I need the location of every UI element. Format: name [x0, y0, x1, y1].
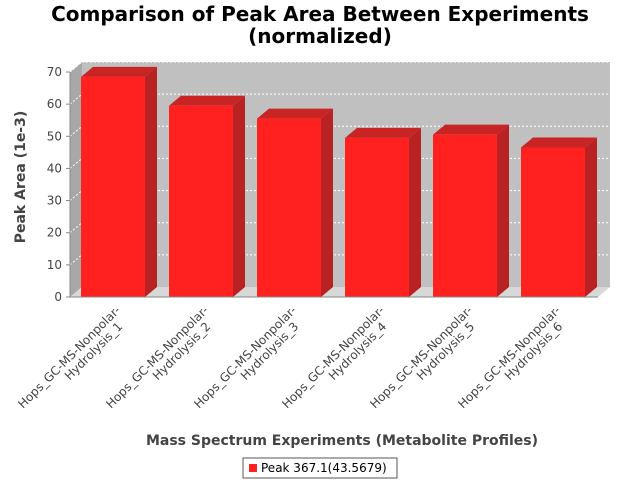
legend: Peak 367.1(43.5679) [242, 457, 398, 479]
bar-top [521, 137, 597, 148]
chart-title: Comparison of Peak Area Between Experime… [51, 2, 589, 48]
legend-swatch [249, 464, 257, 472]
bar-side [497, 124, 509, 297]
legend-box [242, 457, 398, 479]
bar-face [345, 137, 409, 297]
y-tick-label: 60 [47, 97, 62, 111]
bar-face [433, 134, 497, 297]
bar-side [585, 137, 597, 297]
y-axis: 0 10 20 30 40 50 60 70 [47, 65, 71, 304]
bar-top [433, 124, 509, 135]
bars [81, 66, 597, 298]
bar-side [145, 66, 157, 297]
gridline-side [69, 61, 83, 73]
bar-side [409, 127, 421, 298]
bar-top [345, 127, 421, 138]
y-tick-label: 0 [54, 290, 62, 304]
bar-face [81, 76, 145, 297]
bar-side [321, 108, 333, 297]
bar-face [257, 118, 321, 297]
chart-title-line-2: (normalized) [248, 24, 392, 48]
bar-side [233, 95, 245, 297]
bar-top [81, 66, 157, 77]
bar-2 [169, 95, 245, 297]
bar-3 [257, 108, 333, 297]
bar-top [169, 95, 245, 106]
x-tick-label: Hops_GC-MS-Nonpolar-Hydrolysis_6 [455, 303, 572, 420]
x-axis-label: Mass Spectrum Experiments (Metabolite Pr… [146, 433, 538, 449]
y-tick-label: 50 [47, 129, 62, 143]
gridline-side [69, 190, 83, 201]
y-axis-label: Peak Area (1e-3) [13, 111, 29, 244]
gridline-side [69, 125, 83, 137]
bar-4 [345, 127, 421, 298]
legend-entry: Peak 367.1(43.5679) [261, 461, 387, 475]
y-tick-label: 20 [47, 226, 62, 240]
gridline-side [69, 254, 83, 266]
x-axis: Hops_GC-MS-Nonpolar-Hydrolysis_1Hops_GC-… [15, 296, 598, 420]
y-tick-label: 10 [47, 258, 62, 272]
y-tick-label: 40 [47, 161, 62, 175]
bar-face [521, 147, 585, 297]
bar-face [169, 105, 233, 297]
gridline-side [69, 158, 83, 169]
bar-6 [521, 137, 597, 297]
chart-title-line-1: Comparison of Peak Area Between Experime… [51, 2, 589, 26]
y-tick-label: 70 [47, 65, 62, 79]
y-tick-label: 30 [47, 194, 62, 208]
gridline-side [69, 222, 83, 234]
bar-5 [433, 124, 509, 297]
bar-top [257, 108, 333, 119]
bar-1 [81, 66, 157, 297]
gridline-side [69, 93, 83, 105]
